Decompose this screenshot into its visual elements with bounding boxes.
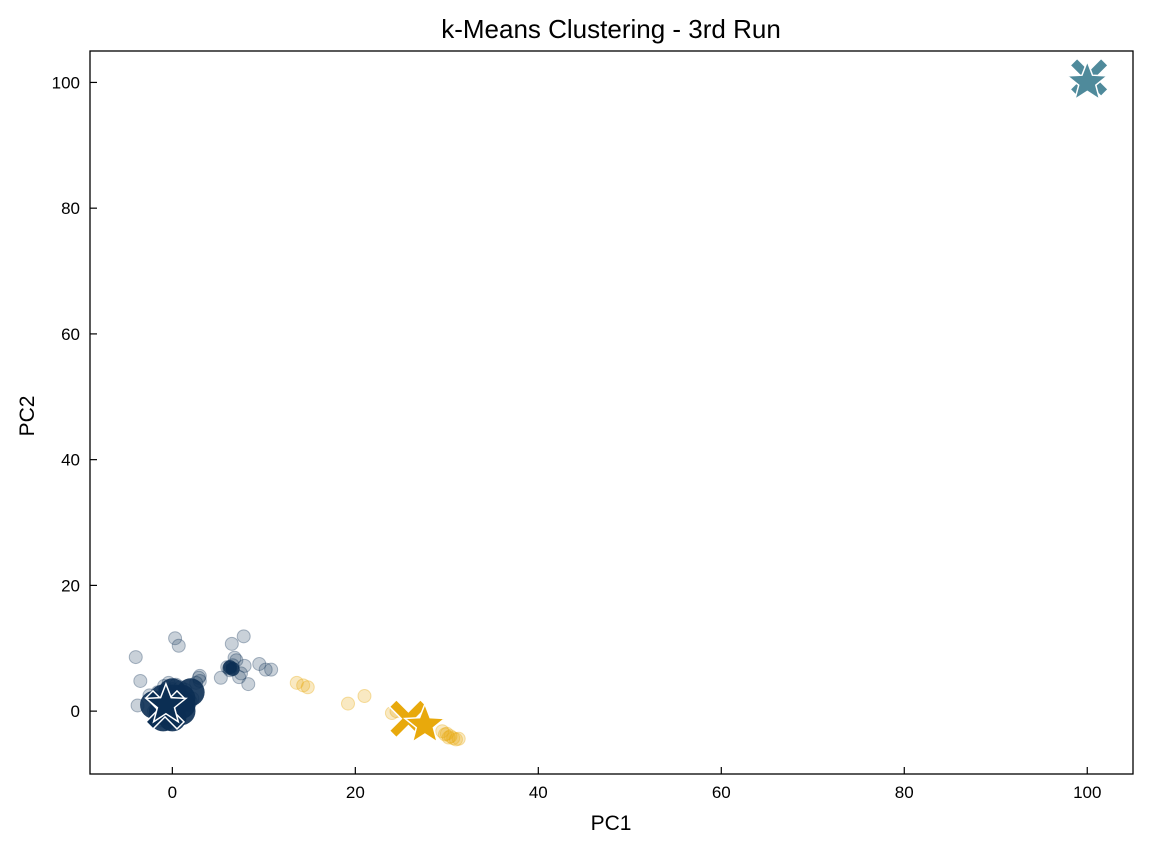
y-tick-label: 80: [61, 199, 80, 218]
data-point: [451, 731, 466, 746]
y-tick-label: 40: [61, 451, 80, 470]
data-point: [443, 729, 458, 744]
x-tick-label: 80: [895, 783, 914, 802]
x-tick-label: 60: [712, 783, 731, 802]
x-tick-label: 40: [529, 783, 548, 802]
y-tick-label: 100: [52, 73, 80, 92]
data-point: [258, 662, 273, 677]
data-point: [252, 656, 267, 671]
data-point: [435, 724, 450, 739]
chart-title: k-Means Clustering - 3rd Run: [441, 14, 781, 44]
data-point: [236, 629, 251, 644]
y-tick-label: 60: [61, 325, 80, 344]
data-point: [225, 662, 240, 677]
data-point: [300, 680, 315, 695]
data-point: [168, 631, 183, 646]
x-axis-label: PC1: [591, 812, 632, 835]
data-point: [264, 662, 279, 677]
y-tick-label: 0: [71, 702, 80, 721]
plot-frame: [89, 50, 1134, 775]
data-point: [296, 678, 311, 693]
centroid-markers: [144, 57, 1110, 744]
data-point: [133, 673, 148, 688]
data-point: [357, 689, 372, 704]
data-point: [213, 670, 228, 685]
y-tick-label: 20: [61, 576, 80, 595]
data-point: [439, 726, 454, 741]
x-tick-label: 0: [168, 783, 177, 802]
centroid-star-marker: [1065, 59, 1110, 102]
data-point: [441, 730, 456, 745]
data-point: [289, 675, 304, 690]
data-point: [446, 731, 461, 746]
data-point: [224, 636, 239, 651]
data-point: [341, 696, 356, 711]
data-point: [241, 677, 256, 692]
centroid-star-marker: [144, 681, 188, 724]
data-point: [128, 650, 143, 665]
x-tick-label: 100: [1073, 783, 1101, 802]
data-point: [448, 732, 463, 747]
data-point: [171, 638, 186, 653]
axis-ticks: 0 20 40 60 80 100 0 20 40 60 80 100: [52, 73, 1102, 802]
x-tick-label: 20: [346, 783, 365, 802]
data-point: [437, 727, 452, 742]
centroid-star-marker: [402, 701, 447, 744]
y-axis-label: PC2: [16, 396, 39, 437]
